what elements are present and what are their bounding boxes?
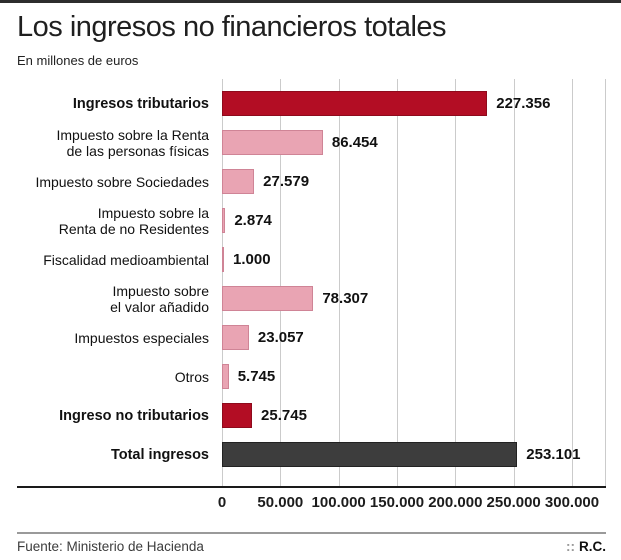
x-axis-line [17, 486, 606, 488]
bar-track: 23.057 [222, 318, 621, 357]
bar-label: Impuesto sobre la Renta de no Residentes [0, 205, 222, 237]
bar-value: 27.579 [263, 173, 310, 190]
chart-row: Impuestos especiales 23.057 [0, 318, 621, 357]
bar-track: 86.454 [222, 123, 621, 162]
bar-value: 78.307 [322, 290, 369, 307]
bar [222, 364, 229, 389]
bar-label-line: Ingresos tributarios [72, 95, 209, 112]
bar-label: Impuesto sobre la Renta de las personas f… [0, 127, 222, 159]
chart-unit-label: En millones de euros [17, 53, 139, 69]
x-axis-ticks: 0 50.000 100.000 150.000 200.000 250.000 300.0… [218, 494, 606, 514]
chart-row: Fiscalidad medioambiental 1.000 [0, 240, 621, 279]
gridline [397, 79, 398, 486]
gridline [605, 79, 606, 486]
bar-label-line: Impuestos especiales [74, 329, 209, 346]
bar-value: 2.874 [234, 212, 272, 229]
x-tick-label: 0 [217, 494, 227, 511]
bar [222, 247, 224, 272]
bar-track: 2.874 [222, 201, 621, 240]
gridline [455, 79, 457, 486]
x-tick-label: 250.000 [486, 494, 541, 511]
bar-label: Otros [0, 369, 222, 385]
chart-row: Impuesto sobre la Renta de las personas f… [0, 123, 621, 162]
bar-label-line: Otros [174, 368, 209, 385]
bar-track: 1.000 [222, 240, 621, 279]
bar-track: 253.101 [222, 435, 621, 474]
gridline [513, 79, 515, 486]
credit-prefix: :: [566, 539, 575, 554]
bar-value: 1.000 [233, 251, 271, 268]
chart-row: Ingreso no tributarios 25.745 [0, 396, 621, 435]
chart-row: Impuesto sobre el valor añadido 78.307 [0, 279, 621, 318]
bar [222, 169, 255, 194]
bar [222, 130, 323, 155]
bar-label-line: Total ingresos [110, 446, 209, 463]
bar-label-line: Ingreso no tributarios [59, 407, 209, 424]
bar-label-line: Impuesto sobre [112, 282, 210, 299]
bar-value: 86.454 [331, 134, 378, 151]
bar-track: 5.745 [222, 357, 621, 396]
source-text: Fuente: Ministerio de Hacienda [17, 539, 204, 554]
bar [222, 403, 253, 428]
page-title: Los ingresos no financieros totales [17, 11, 447, 43]
bar-track: 25.745 [222, 396, 621, 435]
bar-value: 227.356 [496, 95, 551, 112]
bar-chart: Ingresos tributarios 227.356 Impuesto sobr… [0, 84, 621, 474]
bar [222, 91, 488, 116]
chart-row: Ingresos tributarios 227.356 [0, 84, 621, 123]
header: Los ingresos no financieros totales En m… [0, 3, 621, 68]
x-tick-label: 50.000 [257, 494, 304, 511]
bar [222, 208, 226, 233]
bar-label-line: de las personas físicas [66, 142, 209, 159]
bar [222, 442, 518, 467]
bar-label: Fiscalidad medioambiental [0, 252, 222, 268]
bar-track: 27.579 [222, 162, 621, 201]
bar-value: 5.745 [237, 368, 276, 385]
chart-row: Impuesto sobre la Renta de no Residentes 2… [0, 201, 621, 240]
credit: :: R.C. [566, 539, 606, 554]
bar-label-line: Renta de no Residentes [58, 220, 209, 237]
x-tick-label: 100.000 [311, 494, 366, 511]
bar-label: Impuestos especiales [0, 330, 222, 346]
bar [222, 286, 314, 311]
bar-label: Impuesto sobre Sociedades [0, 174, 222, 190]
gridline [222, 79, 223, 486]
chart-row: Total ingresos 253.101 [0, 435, 621, 474]
chart-row: Impuesto sobre Sociedades 27.579 [0, 162, 621, 201]
gridline [572, 79, 573, 486]
bar-value: 25.745 [261, 407, 307, 424]
chart-row: Otros 5.745 [0, 357, 621, 396]
bar-label: Ingresos tributarios [0, 96, 222, 112]
x-tick-label: 150.000 [369, 494, 425, 511]
bar [222, 325, 249, 350]
bar-label-line: Fiscalidad medioambiental [43, 251, 209, 268]
bar-track: 78.307 [222, 279, 621, 318]
gridline [338, 79, 340, 486]
x-tick-label: 300.000 [544, 494, 600, 511]
bar-label: Total ingresos [0, 447, 222, 463]
footer: Fuente: Ministerio de Hacienda :: R.C. [17, 532, 606, 554]
gridline [280, 79, 282, 486]
bar-label-line: Impuesto sobre Sociedades [35, 173, 209, 190]
bar-value: 23.057 [257, 329, 304, 346]
x-tick-label: 200.000 [428, 494, 483, 511]
credit-initials: R.C. [579, 539, 606, 554]
bar-label: Ingreso no tributarios [0, 408, 222, 424]
bar-label-line: el valor añadido [110, 298, 209, 315]
bar-value: 253.101 [526, 446, 581, 463]
gridlines [222, 79, 606, 486]
bar-label-line: Impuesto sobre la [97, 204, 209, 221]
bar-label-line: Impuesto sobre la Renta [56, 126, 209, 143]
bar-track: 227.356 [222, 84, 621, 123]
bar-label: Impuesto sobre el valor añadido [0, 283, 222, 315]
